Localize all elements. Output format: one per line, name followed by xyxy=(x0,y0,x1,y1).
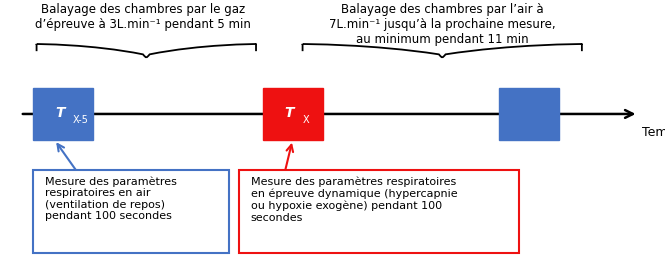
Text: Temps: Temps xyxy=(642,126,665,139)
Text: T: T xyxy=(55,106,65,120)
Text: X: X xyxy=(303,116,309,125)
FancyBboxPatch shape xyxy=(239,170,519,253)
Text: T: T xyxy=(285,106,294,120)
Text: Mesure des paramètres respiratoires
en épreuve dynamique (hypercapnie
ou hypoxie: Mesure des paramètres respiratoires en é… xyxy=(251,176,458,223)
Text: X-5: X-5 xyxy=(73,116,89,125)
Text: Balayage des chambres par l’air à
7L.min⁻¹ jusqu’à la prochaine mesure,
au minim: Balayage des chambres par l’air à 7L.min… xyxy=(329,3,555,46)
Text: Balayage des chambres par le gaz
d’épreuve à 3L.min⁻¹ pendant 5 min: Balayage des chambres par le gaz d’épreu… xyxy=(35,3,251,31)
FancyBboxPatch shape xyxy=(263,88,323,140)
Text: Mesure des paramètres
respiratoires en air
(ventilation de repos)
pendant 100 se: Mesure des paramètres respiratoires en a… xyxy=(45,176,176,221)
FancyBboxPatch shape xyxy=(499,88,559,140)
FancyBboxPatch shape xyxy=(33,88,93,140)
FancyBboxPatch shape xyxy=(33,170,229,253)
